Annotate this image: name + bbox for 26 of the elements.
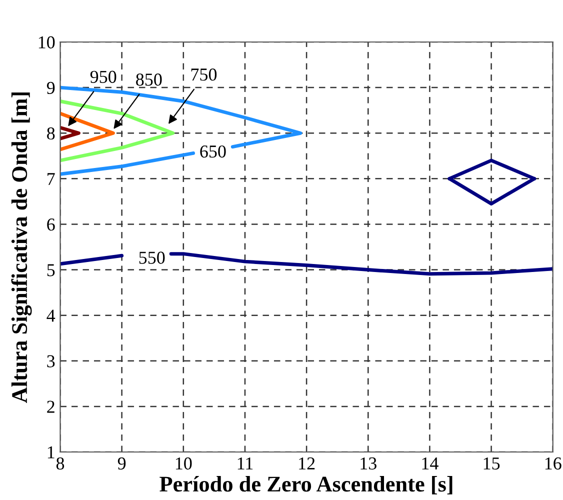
y-tick-label: 1 [48, 446, 54, 458]
y-axis-title: Altura Significativa de Onda [m] [11, 92, 32, 403]
x-tick-label: 13 [360, 457, 376, 470]
annotation: 950 [90, 70, 116, 83]
x-tick-label: 16 [545, 457, 562, 470]
y-tick-label: 4 [46, 310, 56, 322]
y-tick-label: 3 [47, 355, 55, 368]
x-tick-label: 14 [422, 457, 438, 470]
x-tick-label: 8 [56, 457, 64, 470]
y-tick-label: 7 [48, 173, 55, 185]
y-tick-label: 5 [47, 264, 55, 276]
y-tick-label: 6 [47, 218, 55, 231]
y-tick-label: 2 [47, 400, 54, 413]
y-tick-label: 10 [38, 36, 55, 48]
x-axis-title: Período de Zero Ascendente [s] [160, 476, 452, 494]
x-tick-label: 15 [484, 457, 500, 470]
x-tick-label: 10 [176, 457, 192, 470]
x-tick-label: 11 [238, 457, 253, 470]
annotation: 550 [139, 252, 165, 264]
annotation: 650 [200, 145, 226, 158]
x-tick-label: 9 [118, 457, 126, 470]
y-tick-label: 8 [47, 127, 55, 140]
annotation: 750 [191, 68, 217, 81]
x-tick-label: 12 [299, 457, 315, 470]
y-tick-label: 9 [46, 82, 55, 94]
annotation: 850 [136, 74, 162, 86]
